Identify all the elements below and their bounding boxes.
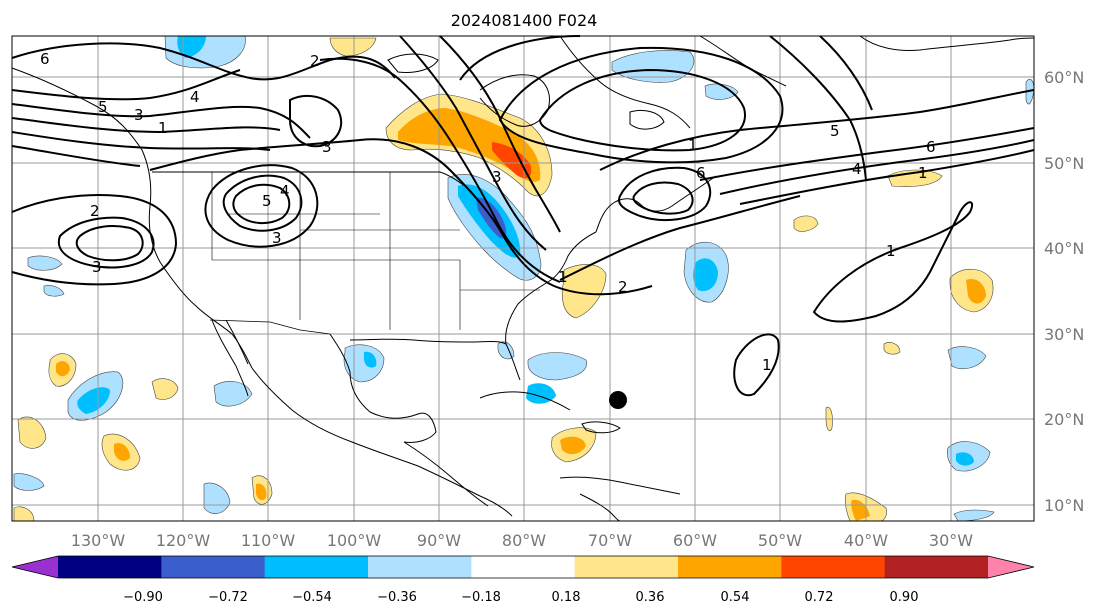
lon-label: 30°W xyxy=(929,531,973,550)
colorbar-segment xyxy=(161,556,266,578)
lon-label: 50°W xyxy=(758,531,802,550)
contour-label: 6 xyxy=(696,164,706,182)
lat-label: 20°N xyxy=(1044,410,1084,429)
positive-anomaly-mid-atl xyxy=(793,215,819,232)
positive-anomaly-pacific-5b xyxy=(256,483,267,501)
negative-anomaly-florida xyxy=(497,341,515,360)
positive-anomaly-pacific-3 xyxy=(17,416,47,449)
contour-label: 1 xyxy=(918,164,928,182)
negative-anomaly-caribbean-b xyxy=(526,383,556,404)
contour-label: 1 xyxy=(886,242,896,260)
negative-anomaly-top-1b xyxy=(177,36,206,58)
contour-label: 3 xyxy=(492,168,502,186)
contour-label: 6 xyxy=(926,138,936,156)
contour-label: 5 xyxy=(98,98,108,116)
contour-label: 3 xyxy=(322,138,332,156)
lon-label: 70°W xyxy=(588,531,632,550)
colorbar-extend-low xyxy=(12,556,58,578)
contour-labels: 6 5 3 1 4 3 2 4 5 2 3 3 1 1 6 6 1 2 1 1 … xyxy=(40,50,936,374)
lon-label: 100°W xyxy=(327,531,382,550)
colorbar-segment xyxy=(574,556,679,578)
contour-label: 6 xyxy=(40,50,50,68)
colorbar-tick-label: −0.36 xyxy=(377,590,417,605)
positive-anomaly-hudson-dark xyxy=(492,142,532,179)
map-frame xyxy=(11,35,1035,522)
negative-anomaly-atlantic-1b xyxy=(693,258,718,292)
colorbar-tick-label: −0.72 xyxy=(208,590,248,605)
negative-anomaly-labrador xyxy=(611,50,695,83)
negative-anomaly-caribbean xyxy=(527,352,587,381)
negative-anomaly-pacific-3 xyxy=(13,473,45,491)
negative-anomaly-pacific-2 xyxy=(213,381,253,407)
colorbar-segment xyxy=(368,556,472,578)
lon-label: 40°W xyxy=(844,531,888,550)
contour-label: 1 xyxy=(762,356,772,374)
colorbar-tick-label: 0.54 xyxy=(721,590,750,605)
positive-anomaly-pacific-1b xyxy=(56,361,70,377)
negative-anomaly-pacific-5 xyxy=(27,255,63,271)
negative-anomaly-pacific-4 xyxy=(203,482,231,514)
contour-label: 4 xyxy=(190,88,200,106)
contour-label: 5 xyxy=(262,192,272,210)
colorbar xyxy=(11,555,1035,579)
contour-label: 4 xyxy=(280,182,290,200)
lon-label: 130°W xyxy=(71,531,126,550)
contour-label: 3 xyxy=(272,229,282,247)
colorbar-segment xyxy=(264,556,369,578)
colorbar-tick-label: 0.90 xyxy=(890,590,919,605)
negative-anomaly-east-trop-2 xyxy=(947,346,987,369)
lat-label: 10°N xyxy=(1044,496,1084,515)
contour-label: 5 xyxy=(830,122,840,140)
colorbar-tick-label: −0.18 xyxy=(461,590,501,605)
positive-anomaly-pacific-2 xyxy=(151,378,179,400)
negative-anomaly-pacific-1b xyxy=(77,387,110,414)
longitude-labels: 130°W 120°W 110°W 100°W 90°W 80°W 70°W 6… xyxy=(71,531,973,550)
lat-label: 50°N xyxy=(1044,154,1084,173)
colorbar-tick-label: 0.72 xyxy=(805,590,834,605)
contour-label: 2 xyxy=(90,202,100,220)
colorbar-tick-label: 0.18 xyxy=(552,590,581,605)
storm-position-marker xyxy=(609,391,627,409)
lat-label: 60°N xyxy=(1044,68,1084,87)
colorbar-segment xyxy=(884,556,989,578)
colorbar-segment xyxy=(781,556,886,578)
contour-label: 3 xyxy=(134,106,144,124)
lon-label: 110°W xyxy=(241,531,296,550)
lon-label: 120°W xyxy=(156,531,211,550)
positive-anomaly-hispaniola-b xyxy=(560,436,586,455)
lon-label: 80°W xyxy=(502,531,546,550)
contour-label: 1 xyxy=(558,268,568,286)
colorbar-outline xyxy=(11,555,1035,579)
colorbar-segment xyxy=(58,556,162,578)
contour-label: 4 xyxy=(852,160,862,178)
lat-label: 30°N xyxy=(1044,325,1084,344)
colorbar-tick-label: 0.36 xyxy=(636,590,665,605)
negative-anomaly-gulf-b xyxy=(364,351,377,368)
contour-label: 3 xyxy=(92,258,102,276)
contour-label: 2 xyxy=(618,278,628,296)
colorbar-extend-high xyxy=(988,556,1034,578)
contour-label: 1 xyxy=(688,136,698,154)
figure-title: 2024081400 F024 xyxy=(451,11,598,30)
negative-anomaly-pacific-6 xyxy=(43,285,65,297)
negative-anomaly-labrador-b xyxy=(704,83,739,100)
contour-label: 1 xyxy=(158,119,168,137)
lon-label: 90°W xyxy=(417,531,461,550)
colorbar-ticks: −0.90 −0.72 −0.54 −0.36 −0.18 0.18 0.36 … xyxy=(123,590,918,605)
colorbar-segment xyxy=(471,556,576,578)
colorbar-tick-label: −0.90 xyxy=(123,590,163,605)
lat-label: 40°N xyxy=(1044,239,1084,258)
positive-anomaly-east-2b xyxy=(966,278,986,304)
colorbar-tick-label: −0.54 xyxy=(292,590,332,605)
colorbar-segment xyxy=(678,556,782,578)
negative-anomaly-east-trop-1b xyxy=(956,452,974,466)
contours xyxy=(11,35,1035,397)
positive-anomaly-pacific-4b xyxy=(114,442,130,461)
contour-label: 2 xyxy=(310,52,320,70)
lon-label: 60°W xyxy=(673,531,717,550)
positive-anomaly-east-trop-2 xyxy=(883,342,901,355)
latitude-labels: 60°N 50°N 40°N 30°N 20°N 10°N xyxy=(1044,68,1084,515)
